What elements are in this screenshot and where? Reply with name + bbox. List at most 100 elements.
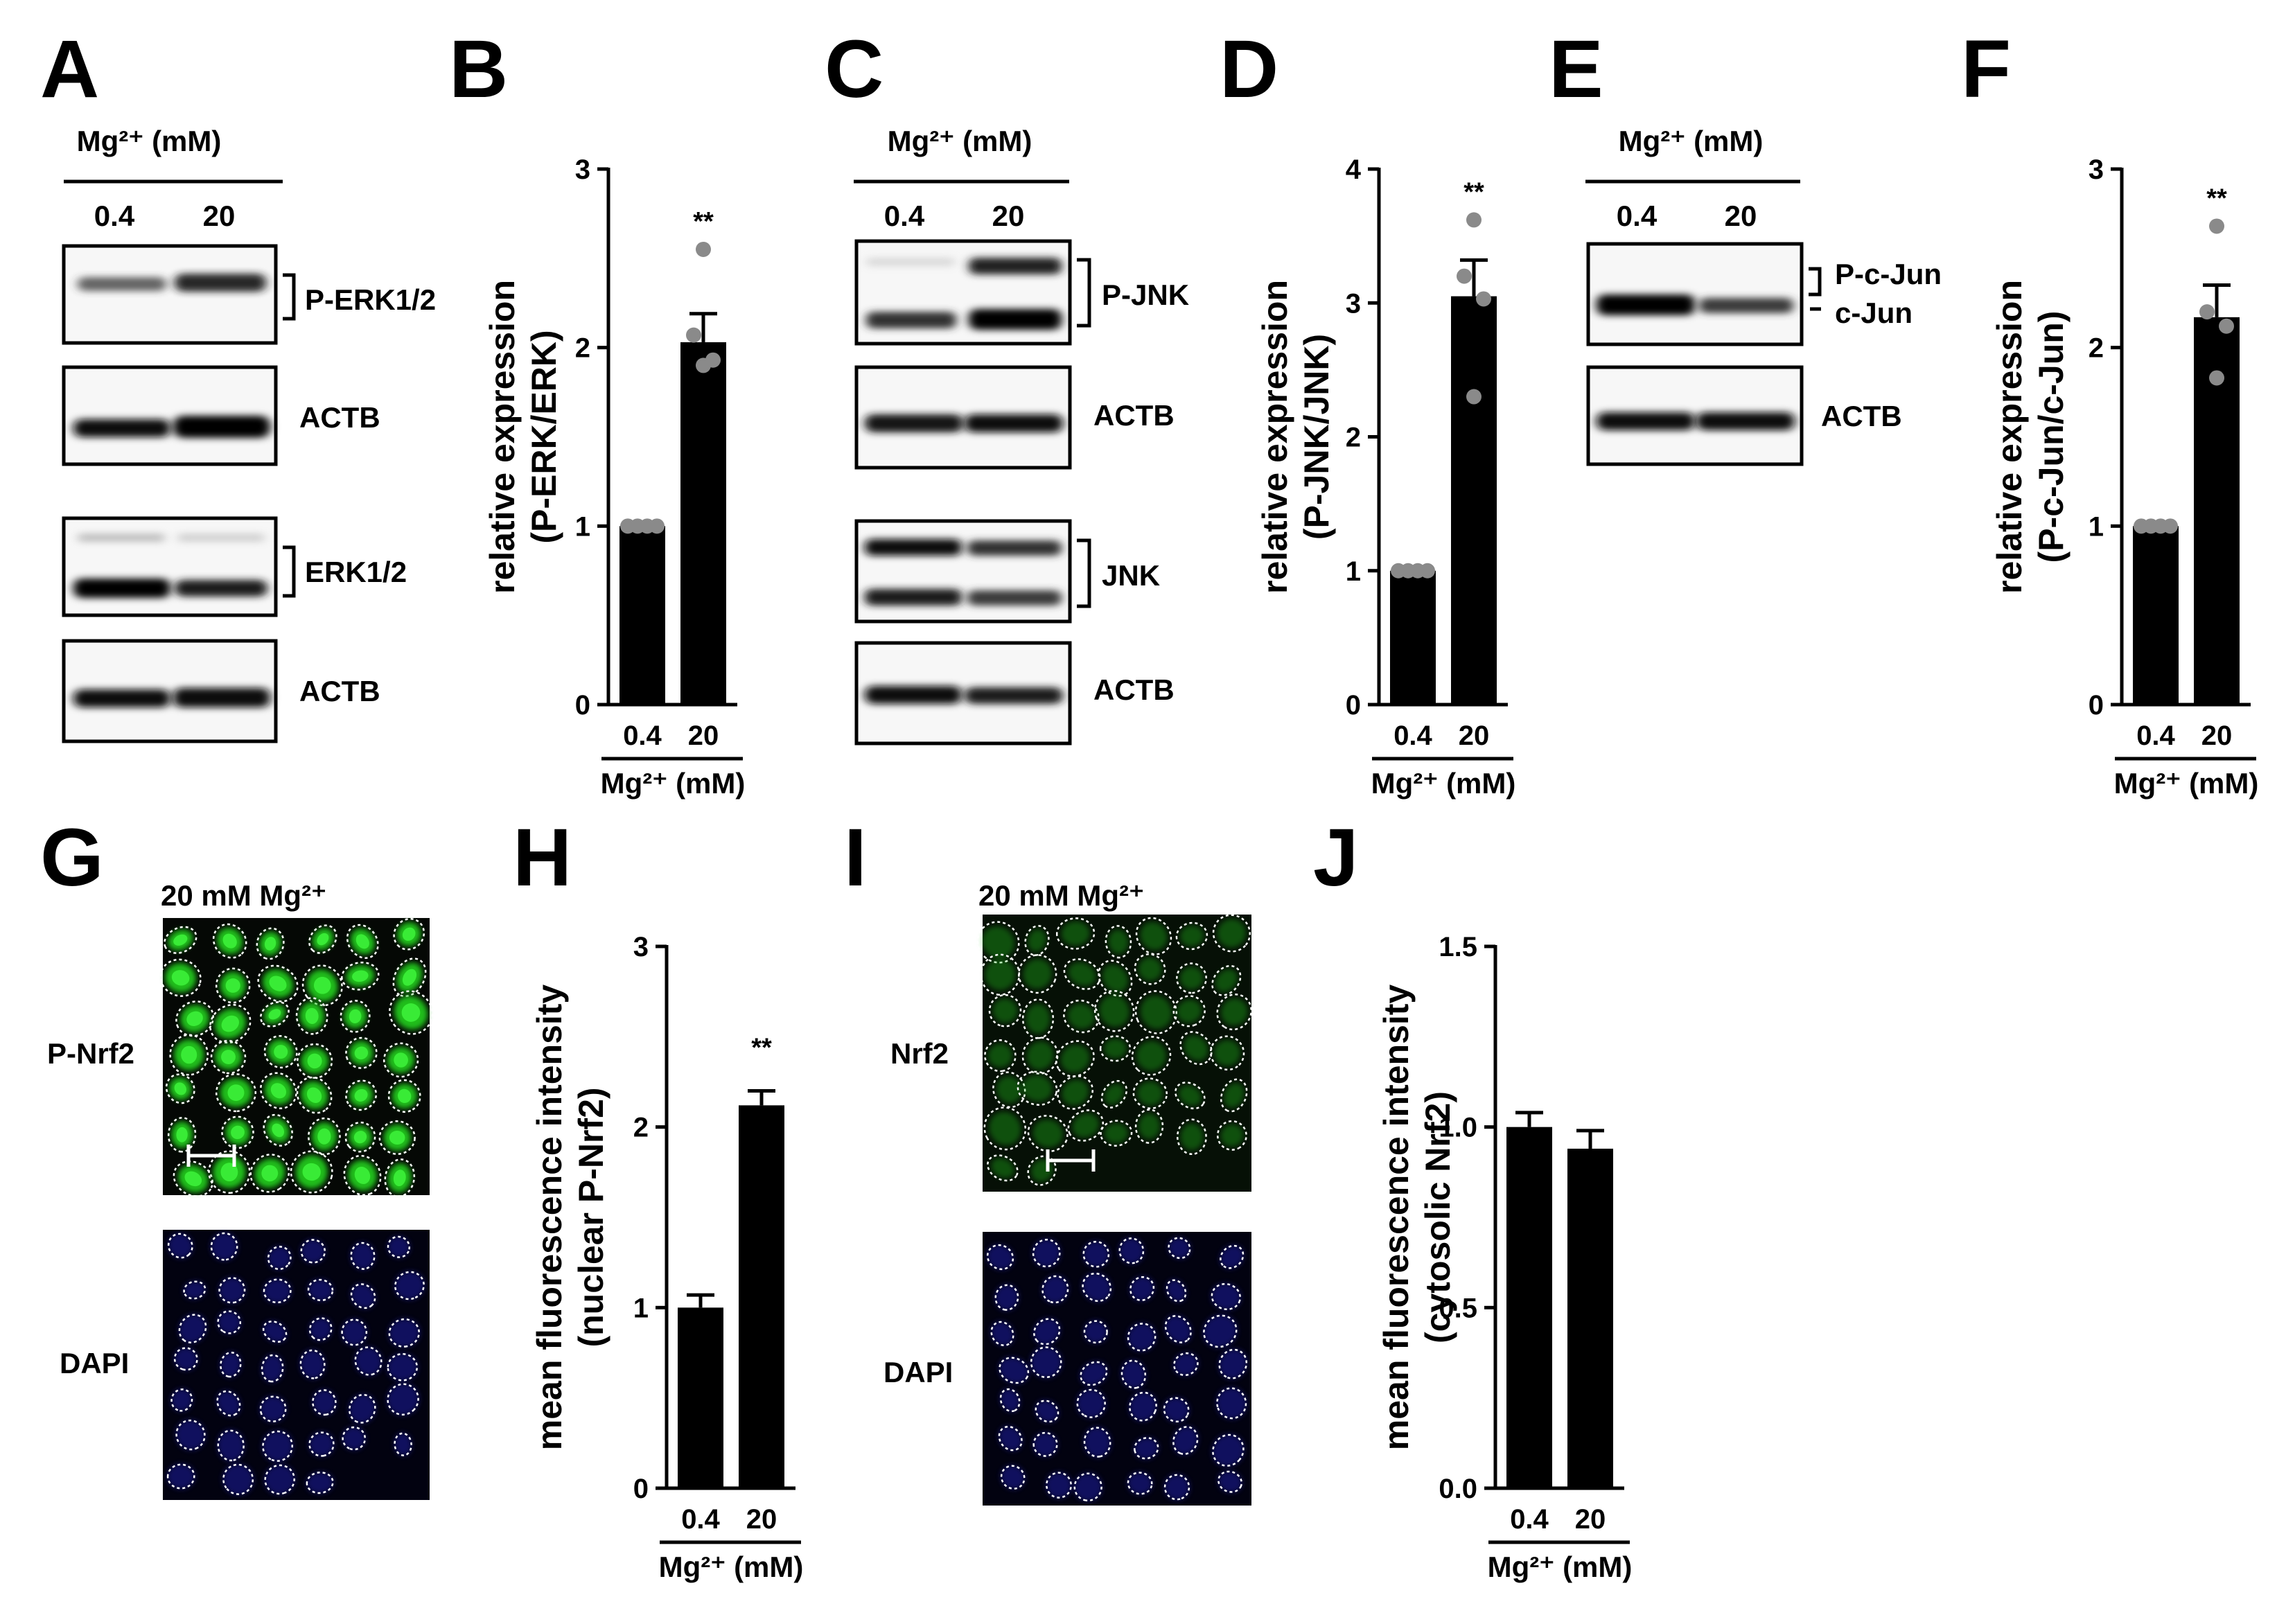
cell [264,1464,295,1495]
cell [986,1244,1014,1271]
cell [1093,989,1135,1032]
panel-c-western-blot: C Mg²⁺ (mM) 0.4 20 P-JNK ACTB JNK [825,24,1189,745]
cell [267,1246,292,1271]
cell [1134,1437,1159,1460]
panel-letter-a: A [40,24,99,115]
panel-c-header: Mg²⁺ (mM) [888,125,1032,157]
x-tick-label: 20 [688,721,719,751]
panel-letter-d: D [1220,24,1278,115]
cell [217,1310,242,1334]
panel-c-label-1: P-JNK [1102,279,1189,311]
cell [389,990,433,1035]
cell [980,953,1021,996]
cell [1098,960,1133,997]
cell [1218,1348,1248,1379]
chart-panel-d: D 0 1 2 3 4 relative expression(P-JNK/JNK) 0.4 *… [1220,24,1515,800]
cell [1017,1070,1058,1106]
cell [167,1117,197,1153]
cell [1083,1320,1108,1344]
cell [1211,964,1242,996]
cell [210,1232,238,1261]
cell [1212,914,1251,953]
cell [1046,1472,1072,1499]
cell [1216,1120,1247,1151]
cell [1063,958,1101,990]
panel-a-blot-erk [62,516,278,617]
panel-c-blot-actb-1 [854,365,1072,470]
bar-b-0-4 [619,526,665,705]
cell [260,1072,297,1110]
y-tick-label: 3 [2089,155,2104,185]
cell [1055,1040,1095,1077]
panel-c-label-4: ACTB [1093,673,1175,706]
panel-e-label-3: ACTB [1821,400,1902,432]
cell [1032,1238,1061,1268]
data-point [696,358,711,373]
panel-a-blot-actb-1 [62,365,278,466]
cell [1063,999,1100,1034]
cell [1135,917,1172,955]
cell [166,1463,195,1490]
x-axis-title-j: Mg²⁺ (mM) [1488,1551,1633,1583]
cell [343,1154,382,1197]
cell [173,1347,198,1371]
cell [175,1419,206,1451]
panel-letter-c: C [825,24,883,115]
panel-g-blue-image [163,1230,430,1500]
data-point [696,241,711,257]
chart-panel-b: B 0 1 2 3 relative expression(P-ERK/ERK) 0.4 **… [449,24,745,800]
panel-letter-i: I [844,812,867,903]
cell [354,1346,383,1376]
y-axis-title-f: relative expression(P-c-Jun/c-Jun) [1990,280,2071,594]
panel-a-blot-actb-2 [62,639,278,743]
panel-i-label-2: DAPI [883,1356,953,1388]
cell [173,1160,213,1197]
cell [296,1076,333,1114]
cell [165,1073,195,1104]
cell [1105,925,1132,959]
cell [340,1000,371,1033]
cell [342,1426,367,1451]
cell [306,1472,334,1494]
cell [222,1463,254,1495]
cell [1203,1314,1238,1348]
cell [308,1431,335,1457]
data-point [2209,370,2224,386]
cell [212,923,247,959]
cell [387,1383,419,1416]
significance-marker: ** [751,1034,772,1063]
cell [1164,1315,1192,1343]
y-axis-title-h: mean fluorescence intensity(nuclear P-Nr… [530,985,610,1451]
data-point [1457,268,1472,284]
data-point [1466,212,1482,228]
chart-panel-j: J 0.0 0.5 1.0 1.5 mean fluorescence intensity… [1313,812,1632,1583]
panel-g-green-cells [159,917,433,1198]
chart-panel-h: H 0 1 2 3 mean fluorescence intensity(nuclear… [513,812,803,1583]
panel-e-label-1: P-c-Jun [1835,258,1942,290]
data-point [2209,218,2224,234]
panel-i-green-cells [976,914,1252,1186]
cell [1176,1118,1207,1156]
data-point [2199,304,2215,320]
cell [221,1115,254,1149]
cell [388,1318,420,1348]
cell [1099,1035,1132,1062]
panel-letter-g: G [40,812,104,903]
cell [1073,1472,1102,1502]
cell [263,1113,293,1147]
cell [1134,953,1166,985]
cell [261,1354,284,1383]
cell [308,1317,333,1341]
cell [984,1039,1017,1073]
cell [167,1233,193,1259]
cell [1041,1275,1069,1304]
y-tick-label: 0 [575,690,590,721]
cell [1132,1077,1168,1110]
bar-j-20 [1567,1148,1613,1488]
cell [175,1000,215,1037]
panel-e-label-2: c-Jun [1835,297,1913,329]
x-tick-label: 20 [2201,721,2233,751]
cell [1100,1079,1128,1109]
y-tick-label: 1.0 [1439,1113,1477,1143]
cell [341,1318,368,1346]
